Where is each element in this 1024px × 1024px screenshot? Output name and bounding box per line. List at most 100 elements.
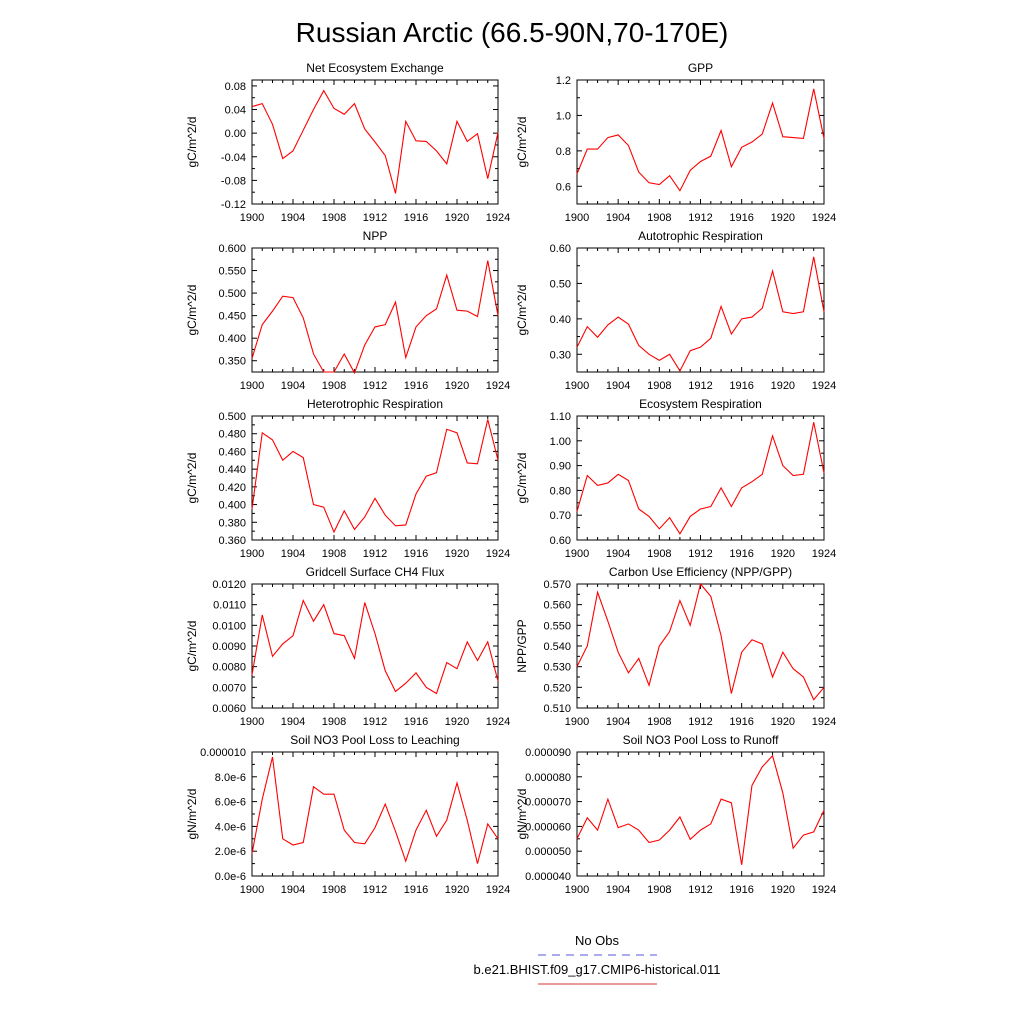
x-tick-label: 1920 bbox=[445, 884, 469, 896]
x-tick-label: 1924 bbox=[486, 716, 510, 728]
y-tick-label: 0.560 bbox=[543, 600, 571, 612]
x-tick-label: 1904 bbox=[281, 884, 305, 896]
x-tick-label: 1908 bbox=[322, 716, 346, 728]
panel-2: GPP gC/m^2/d 1900 1904 1908 1912 1916 1920 1924 1… bbox=[515, 61, 836, 224]
y-tick-label: 4.0e-6 bbox=[215, 821, 246, 833]
y-tick-label: 0.90 bbox=[550, 461, 571, 473]
x-tick-label: 1908 bbox=[647, 212, 671, 224]
x-tick-label: 1916 bbox=[729, 212, 753, 224]
y-tick-label: 0.440 bbox=[218, 464, 246, 476]
y-axis-label: gC/m^2/d bbox=[185, 453, 199, 504]
x-tick-label: 1908 bbox=[322, 212, 346, 224]
y-tick-label: 0.000040 bbox=[525, 871, 571, 883]
y-tick-label: 0.70 bbox=[550, 510, 571, 522]
y-tick-label: 0.360 bbox=[218, 535, 246, 547]
y-tick-label: 0.000060 bbox=[525, 821, 571, 833]
panel-5: Heterotrophic Respiration gC/m^2/d 1900 190… bbox=[185, 397, 510, 560]
y-tick-label: 0.00 bbox=[225, 128, 246, 140]
x-tick-label: 1920 bbox=[445, 212, 469, 224]
x-tick-label: 1924 bbox=[486, 548, 510, 560]
y-axis-label: gC/m^2/d bbox=[515, 453, 529, 504]
y-tick-label: 6.0e-6 bbox=[215, 797, 246, 809]
x-tick-label: 1924 bbox=[812, 884, 836, 896]
x-tick-label: 1900 bbox=[565, 548, 589, 560]
y-tick-label: 0.350 bbox=[218, 356, 246, 368]
y-tick-label: 0.550 bbox=[543, 620, 571, 632]
x-tick-label: 1916 bbox=[404, 212, 428, 224]
x-tick-label: 1912 bbox=[363, 548, 387, 560]
y-tick-label: 0.480 bbox=[218, 429, 246, 441]
x-tick-label: 1904 bbox=[281, 716, 305, 728]
y-tick-label: 0.420 bbox=[218, 482, 246, 494]
y-tick-label: 0.0120 bbox=[212, 579, 246, 591]
x-tick-label: 1912 bbox=[363, 716, 387, 728]
y-tick-label: 0.0060 bbox=[212, 703, 246, 715]
y-axis-label: gN/m^2/d bbox=[185, 789, 199, 840]
y-tick-label: 0.0080 bbox=[212, 662, 246, 674]
y-tick-label: 0.80 bbox=[550, 485, 571, 497]
y-tick-label: 0.530 bbox=[543, 662, 571, 674]
x-tick-label: 1900 bbox=[565, 884, 589, 896]
series-line bbox=[576, 88, 825, 192]
y-axis-label: NPP/GPP bbox=[515, 619, 529, 672]
y-tick-label: 0.510 bbox=[543, 703, 571, 715]
y-tick-label: 0.30 bbox=[550, 349, 571, 361]
y-axis-label: gN/m^2/d bbox=[515, 789, 529, 840]
x-tick-label: 1908 bbox=[322, 884, 346, 896]
x-tick-label: 1916 bbox=[729, 548, 753, 560]
x-tick-label: 1916 bbox=[404, 380, 428, 392]
panel-6: Ecosystem Respiration gC/m^2/d 1900 1904 190… bbox=[515, 397, 836, 560]
x-tick-label: 1920 bbox=[445, 548, 469, 560]
y-tick-label: 1.0 bbox=[556, 110, 571, 122]
x-tick-label: 1900 bbox=[240, 212, 264, 224]
x-tick-label: 1924 bbox=[486, 884, 510, 896]
panel-title: Carbon Use Efficiency (NPP/GPP) bbox=[609, 565, 792, 579]
y-tick-label: 0.520 bbox=[543, 682, 571, 694]
y-tick-label: 0.08 bbox=[225, 81, 246, 93]
x-tick-label: 1912 bbox=[363, 212, 387, 224]
panel-8: Carbon Use Efficiency (NPP/GPP) NPP/GPP 19… bbox=[515, 565, 836, 728]
x-tick-label: 1900 bbox=[240, 380, 264, 392]
y-tick-label: 0.540 bbox=[543, 641, 571, 653]
x-tick-label: 1904 bbox=[606, 380, 630, 392]
x-tick-label: 1904 bbox=[606, 548, 630, 560]
y-axis-label: gC/m^2/d bbox=[185, 621, 199, 672]
x-tick-label: 1916 bbox=[729, 884, 753, 896]
panel-title: NPP bbox=[363, 229, 388, 243]
y-tick-label: 1.00 bbox=[550, 436, 571, 448]
y-tick-label: 0.460 bbox=[218, 446, 246, 458]
y-axis-label: gC/m^2/d bbox=[515, 117, 529, 168]
plot-frame bbox=[251, 247, 499, 373]
x-tick-label: 1912 bbox=[363, 884, 387, 896]
panel-title: Heterotrophic Respiration bbox=[307, 397, 443, 411]
panel-7: Gridcell Surface CH4 Flux gC/m^2/d 1900 190… bbox=[185, 565, 510, 728]
x-tick-label: 1920 bbox=[445, 716, 469, 728]
plot-frame bbox=[251, 583, 499, 709]
x-tick-label: 1908 bbox=[647, 716, 671, 728]
x-tick-label: 1924 bbox=[812, 212, 836, 224]
series-line bbox=[251, 599, 499, 695]
x-tick-label: 1920 bbox=[771, 548, 795, 560]
x-tick-label: 1900 bbox=[565, 380, 589, 392]
x-tick-label: 1916 bbox=[729, 380, 753, 392]
y-tick-label: 0.04 bbox=[225, 105, 246, 117]
y-tick-label: 0.000070 bbox=[525, 797, 571, 809]
x-tick-label: 1916 bbox=[404, 716, 428, 728]
panel-title: Autotrophic Respiration bbox=[638, 229, 763, 243]
x-tick-label: 1916 bbox=[404, 884, 428, 896]
y-tick-label: 0.450 bbox=[218, 311, 246, 323]
y-tick-label: 0.40 bbox=[550, 314, 571, 326]
x-tick-label: 1924 bbox=[812, 716, 836, 728]
panel-3: NPP gC/m^2/d 1900 1904 1908 1912 1916 1920 1924 0… bbox=[185, 229, 510, 392]
panel-1: Net Ecosystem Exchange gC/m^2/d 1900 1904 19… bbox=[185, 61, 510, 224]
x-tick-label: 1904 bbox=[606, 884, 630, 896]
x-tick-label: 1904 bbox=[281, 212, 305, 224]
y-tick-label: 0.600 bbox=[218, 243, 246, 255]
x-tick-label: 1920 bbox=[445, 380, 469, 392]
panel-title: Soil NO3 Pool Loss to Leaching bbox=[290, 733, 459, 747]
x-tick-label: 1900 bbox=[565, 716, 589, 728]
x-tick-label: 1908 bbox=[647, 548, 671, 560]
x-tick-label: 1904 bbox=[281, 548, 305, 560]
x-tick-label: 1912 bbox=[688, 716, 712, 728]
y-tick-label: 0.60 bbox=[550, 243, 571, 255]
